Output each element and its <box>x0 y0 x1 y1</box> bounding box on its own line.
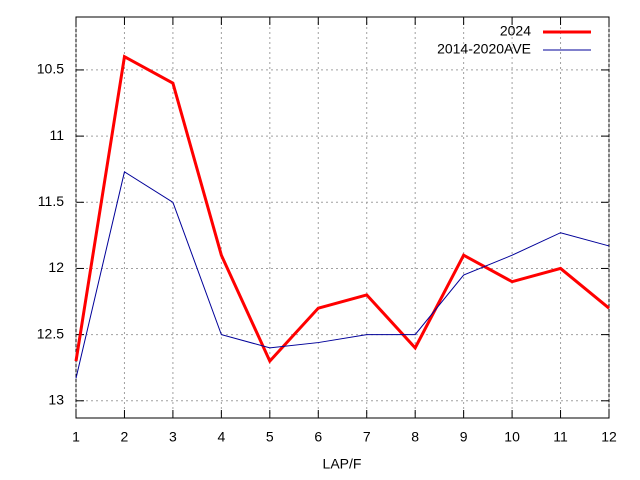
y-tick-label: 12.5 <box>37 325 64 341</box>
x-tick-label: 12 <box>601 429 617 445</box>
y-tick-label: 11.5 <box>38 193 64 209</box>
x-tick-label: 3 <box>169 429 177 445</box>
x-tick-label: 10 <box>504 429 520 445</box>
legend-label: 2024 <box>500 23 531 39</box>
x-tick-label: 6 <box>314 429 322 445</box>
x-tick-label: 2 <box>121 429 129 445</box>
data-line <box>75 171 610 379</box>
x-tick-label: 5 <box>266 429 274 445</box>
data-line <box>74 54 610 364</box>
x-axis-label: LAP/F <box>323 456 362 472</box>
y-tick-label: 11 <box>49 127 64 143</box>
x-tick-label: 7 <box>363 429 371 445</box>
y-tick-label: 10.5 <box>37 61 64 77</box>
y-tick-label: 12 <box>48 259 64 275</box>
x-tick-label: 4 <box>217 429 225 445</box>
x-tick-label: 11 <box>553 429 568 445</box>
x-tick-label: 8 <box>411 429 419 445</box>
legend-label: 2014-2020AVE <box>437 41 531 57</box>
y-tick-label: 13 <box>48 391 64 407</box>
x-tick-label: 1 <box>72 429 80 445</box>
plot-frame <box>75 16 610 419</box>
x-tick-label: 9 <box>460 429 468 445</box>
